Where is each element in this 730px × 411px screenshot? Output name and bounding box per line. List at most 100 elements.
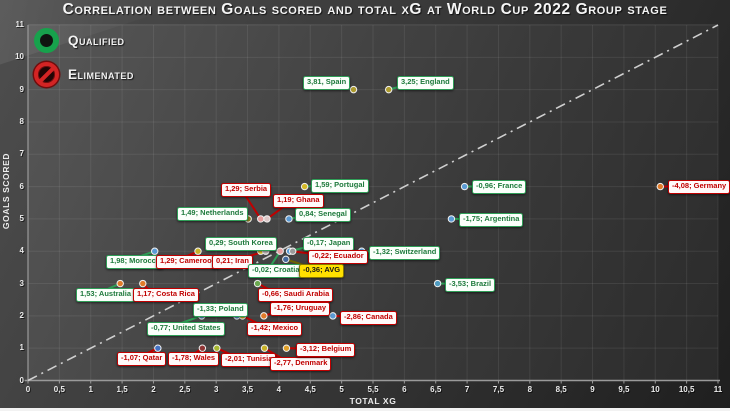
- x-tick-label: 6: [402, 385, 407, 394]
- x-tick-label: 7,5: [492, 385, 505, 394]
- y-axis-title: GOALS SCORED: [1, 152, 11, 230]
- data-point-dot-tunisia[interactable]: [213, 344, 221, 352]
- data-point-dot-denmark[interactable]: [260, 344, 269, 352]
- point-label-australia: 1,53; Australia: [76, 288, 135, 302]
- x-tick-label: 10: [650, 385, 660, 394]
- point-label-saudi-arabia: -0,66; Saudi Arabia: [258, 288, 334, 302]
- y-tick-label: 3: [19, 278, 24, 288]
- data-point-dot-portugal[interactable]: [300, 182, 309, 191]
- point-label-cameroon: 1,29; Cameroon: [156, 255, 221, 269]
- x-tick-label: 3: [213, 385, 219, 394]
- data-point-dot-belgium[interactable]: [282, 344, 291, 352]
- point-label-netherlands: 1,49; Netherlands: [177, 207, 248, 221]
- x-tick-label: 4: [276, 385, 282, 394]
- x-tick-label: 0: [25, 385, 31, 394]
- point-label-senegal: 0,84; Senegal: [295, 208, 351, 222]
- y-tick-label: 0: [19, 375, 24, 385]
- x-tick-label: 5,5: [367, 385, 379, 394]
- point-label-costa-rica: 1,17; Costa Rica: [133, 288, 199, 302]
- x-tick-label: 4,5: [304, 385, 316, 394]
- point-label-avg: -0,36; AVG: [299, 264, 345, 278]
- data-point-dot-serbia[interactable]: [257, 215, 265, 223]
- point-label-united-states: -0,77; United States: [147, 322, 225, 336]
- data-point-dot-wales[interactable]: [198, 344, 207, 352]
- data-point-dot-cameroon[interactable]: [194, 247, 202, 255]
- y-tick-label: 9: [19, 84, 24, 94]
- point-label-england: 3,25; England: [397, 76, 454, 90]
- point-label-croatia: -0,02; Croatia: [248, 264, 304, 278]
- chart-title: Correlation between Goals scored and tot…: [62, 1, 668, 18]
- x-tick-label: 2,5: [179, 385, 191, 394]
- point-label-germany: -4,08; Germany: [668, 180, 730, 194]
- point-label-japan: -0,17; Japan: [303, 237, 355, 251]
- data-point-dot-costa-rica[interactable]: [139, 279, 147, 288]
- data-point-dot-qatar[interactable]: [154, 344, 162, 352]
- data-point-dot-croatia[interactable]: [276, 247, 284, 255]
- x-tick-label: 8,5: [555, 385, 567, 394]
- data-point-dot-argentina[interactable]: [447, 215, 456, 223]
- point-label-south-korea: 0,29; South Korea: [205, 237, 277, 251]
- x-tick-label: 5: [339, 385, 344, 394]
- x-tick-label: 0,5: [53, 385, 65, 394]
- y-tick-label: 5: [19, 213, 24, 223]
- data-point-dot-ecuador[interactable]: [289, 247, 297, 255]
- y-tick-label: 8: [19, 116, 24, 126]
- data-point-dot-spain[interactable]: [349, 85, 358, 94]
- x-tick-label: 3,5: [241, 385, 254, 394]
- legend-label-eliminated: Elimenated: [68, 67, 134, 82]
- point-label-wales: -1,78; Wales: [168, 352, 220, 366]
- point-label-belgium: -3,12; Belgium: [296, 343, 356, 357]
- legend: Qualified Elimenated: [34, 28, 134, 96]
- x-tick-label: 2: [151, 385, 156, 394]
- point-label-ghana: 1,19; Ghana: [273, 194, 324, 208]
- point-label-portugal: 1,59; Portugal: [311, 179, 369, 193]
- y-tick-label: 7: [19, 149, 24, 159]
- point-label-mexico: -1,42; Mexico: [247, 322, 303, 336]
- x-tick-label: 10,5: [678, 385, 695, 394]
- point-label-iran: 0,21; Iran: [212, 255, 253, 269]
- point-label-switzerland: -1,32; Switzerland: [369, 246, 441, 260]
- data-point-dot-avg[interactable]: [282, 255, 290, 264]
- data-point-dot-saudi-arabia[interactable]: [253, 279, 262, 288]
- x-tick-label: 1: [88, 385, 93, 394]
- legend-item-qualified: Qualified: [34, 28, 134, 53]
- identity-line: [27, 24, 719, 382]
- data-point-dot-senegal[interactable]: [285, 215, 293, 223]
- y-tick-label: 2: [19, 310, 24, 320]
- point-label-brazil: -3,53; Brazil: [445, 278, 496, 292]
- data-point-dot-germany[interactable]: [656, 182, 664, 191]
- y-tick-label: 10: [15, 52, 24, 62]
- x-tick-label: 7: [464, 385, 470, 394]
- point-label-poland: -1,33; Poland: [193, 303, 248, 317]
- point-label-serbia: 1,29; Serbia: [221, 183, 272, 197]
- point-label-qatar: -1,07; Qatar: [117, 352, 167, 366]
- data-point-dot-england[interactable]: [384, 85, 393, 94]
- legend-item-eliminated: Elimenated: [34, 62, 134, 87]
- x-tick-label: 6,5: [430, 385, 442, 394]
- data-point-dot-morocco[interactable]: [151, 247, 159, 255]
- point-label-argentina: -1,75; Argentina: [459, 213, 524, 227]
- y-tick-label: 1: [19, 343, 24, 353]
- bottom-border: [0, 408, 730, 411]
- x-tick-label: 8: [527, 385, 533, 394]
- data-point-dot-australia[interactable]: [116, 279, 124, 288]
- point-label-spain: 3,81, Spain: [303, 76, 351, 90]
- eliminated-icon: [34, 62, 59, 87]
- x-tick-label: 1,5: [116, 385, 128, 394]
- point-label-canada: -2,86; Canada: [340, 311, 397, 325]
- data-point-dot-ghana[interactable]: [263, 215, 271, 223]
- data-point-dot-uruguay[interactable]: [260, 312, 268, 320]
- qualified-icon: [34, 28, 59, 53]
- point-label-uruguay: -1,76; Uruguay: [270, 302, 331, 316]
- point-label-ecuador: -0,22; Ecuador: [308, 250, 368, 264]
- point-label-france: -0,96; France: [472, 180, 527, 194]
- data-point-dot-france[interactable]: [460, 182, 469, 191]
- y-tick-label: 4: [19, 246, 24, 256]
- y-tick-label: 6: [19, 181, 24, 191]
- point-label-tunisia: -2,01; Tunisia: [221, 353, 277, 367]
- data-point-dot-canada[interactable]: [329, 312, 337, 320]
- x-axis-title: TOTAL XG: [349, 396, 397, 406]
- data-point-dot-brazil[interactable]: [433, 279, 442, 288]
- legend-label-qualified: Qualified: [68, 33, 125, 48]
